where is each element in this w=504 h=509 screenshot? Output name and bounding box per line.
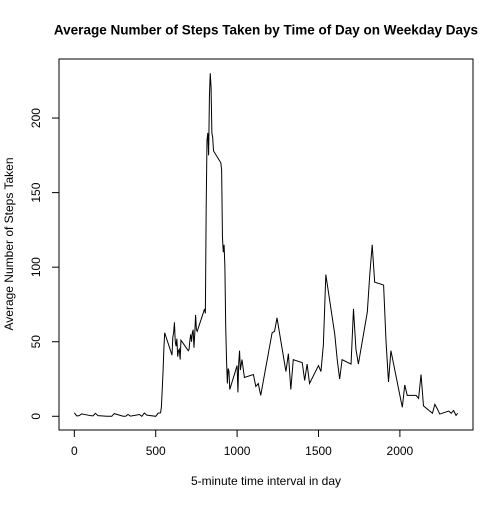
plot-box: [58, 58, 474, 431]
y-tick-label: 50: [29, 335, 43, 349]
y-tick-label: 200: [29, 108, 43, 128]
y-tick-label: 150: [29, 182, 43, 202]
y-axis-label: Average Number of Steps Taken: [2, 158, 16, 331]
x-tick-label: 1500: [305, 444, 332, 458]
x-tick-label: 2000: [387, 444, 414, 458]
x-tick-label: 1000: [224, 444, 251, 458]
x-axis-label: 5-minute time interval in day: [191, 474, 341, 488]
x-tick-label: 0: [71, 444, 78, 458]
x-tick-label: 500: [146, 444, 166, 458]
y-tick-label: 100: [29, 257, 43, 277]
chart-title: Average Number of Steps Taken by Time of…: [54, 23, 478, 38]
y-tick-label: 0: [29, 413, 43, 420]
data-line: [73, 73, 459, 417]
